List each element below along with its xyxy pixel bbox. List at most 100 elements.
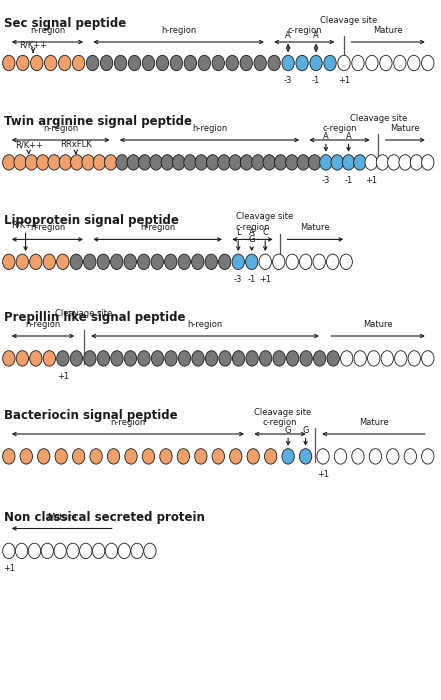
Ellipse shape: [178, 351, 191, 366]
Ellipse shape: [124, 254, 136, 270]
Text: +1: +1: [338, 76, 350, 85]
Ellipse shape: [59, 155, 71, 170]
Text: h-region: h-region: [161, 26, 196, 35]
Ellipse shape: [59, 55, 71, 71]
Ellipse shape: [191, 254, 204, 270]
Ellipse shape: [205, 254, 217, 270]
Text: +1: +1: [365, 176, 377, 185]
Ellipse shape: [314, 351, 326, 366]
Ellipse shape: [15, 543, 28, 559]
Ellipse shape: [150, 155, 162, 170]
Ellipse shape: [273, 254, 285, 270]
Ellipse shape: [71, 155, 83, 170]
Ellipse shape: [142, 449, 155, 464]
Text: n-region: n-region: [30, 26, 65, 35]
Text: A: A: [313, 31, 319, 40]
Text: Mature: Mature: [390, 124, 420, 133]
Ellipse shape: [219, 351, 231, 366]
Text: h-region: h-region: [192, 124, 227, 133]
Text: Cleavage site: Cleavage site: [350, 114, 407, 123]
Ellipse shape: [172, 155, 185, 170]
Ellipse shape: [14, 155, 26, 170]
Text: +1: +1: [259, 275, 271, 284]
Ellipse shape: [57, 351, 69, 366]
Text: Cleavage site: Cleavage site: [320, 16, 377, 25]
Text: c-region: c-region: [322, 124, 357, 133]
Text: Cleavage site: Cleavage site: [55, 309, 112, 318]
Ellipse shape: [93, 155, 105, 170]
Ellipse shape: [274, 155, 287, 170]
Ellipse shape: [387, 449, 399, 464]
Ellipse shape: [229, 155, 242, 170]
Text: Bacteriocin signal peptide: Bacteriocin signal peptide: [4, 410, 178, 423]
Ellipse shape: [138, 351, 150, 366]
Text: Lipoprotein signal peptide: Lipoprotein signal peptide: [4, 214, 179, 227]
Text: G: G: [248, 235, 255, 244]
Ellipse shape: [86, 55, 99, 71]
Ellipse shape: [265, 449, 277, 464]
Ellipse shape: [28, 543, 41, 559]
Ellipse shape: [80, 543, 92, 559]
Ellipse shape: [310, 55, 322, 71]
Ellipse shape: [317, 449, 329, 464]
Ellipse shape: [252, 155, 264, 170]
Ellipse shape: [380, 55, 392, 71]
Ellipse shape: [320, 155, 332, 170]
Ellipse shape: [232, 254, 244, 270]
Ellipse shape: [138, 254, 150, 270]
Ellipse shape: [178, 254, 191, 270]
Ellipse shape: [324, 55, 336, 71]
Ellipse shape: [3, 55, 15, 71]
Ellipse shape: [212, 449, 224, 464]
Text: C: C: [262, 228, 268, 237]
Ellipse shape: [156, 55, 168, 71]
Ellipse shape: [367, 351, 380, 366]
Text: -3: -3: [321, 176, 330, 185]
Ellipse shape: [37, 449, 50, 464]
Text: -1: -1: [344, 176, 353, 185]
Ellipse shape: [105, 543, 118, 559]
Ellipse shape: [131, 543, 143, 559]
Ellipse shape: [170, 55, 183, 71]
Ellipse shape: [394, 55, 406, 71]
Ellipse shape: [340, 254, 352, 270]
Ellipse shape: [300, 351, 312, 366]
Ellipse shape: [354, 351, 366, 366]
Text: -1: -1: [247, 275, 256, 284]
Text: -3: -3: [234, 275, 243, 284]
Text: Cleavage site: Cleavage site: [236, 212, 293, 221]
Ellipse shape: [326, 254, 339, 270]
Ellipse shape: [30, 254, 42, 270]
Ellipse shape: [3, 254, 15, 270]
Text: c-region: c-region: [287, 26, 321, 35]
Ellipse shape: [184, 155, 196, 170]
Ellipse shape: [376, 155, 389, 170]
Ellipse shape: [93, 543, 105, 559]
Ellipse shape: [399, 155, 411, 170]
Ellipse shape: [366, 55, 378, 71]
Text: n-region: n-region: [43, 124, 78, 133]
Ellipse shape: [16, 254, 29, 270]
Text: -3: -3: [284, 76, 292, 85]
Ellipse shape: [84, 351, 96, 366]
Ellipse shape: [246, 351, 258, 366]
Ellipse shape: [72, 449, 85, 464]
Ellipse shape: [192, 351, 204, 366]
Ellipse shape: [212, 55, 224, 71]
Text: -1: -1: [312, 76, 320, 85]
Ellipse shape: [195, 155, 207, 170]
Ellipse shape: [142, 55, 155, 71]
Ellipse shape: [30, 351, 42, 366]
Text: h-region: h-region: [187, 320, 223, 329]
Ellipse shape: [97, 351, 110, 366]
Ellipse shape: [299, 449, 312, 464]
Text: A: A: [346, 132, 351, 141]
Ellipse shape: [55, 449, 67, 464]
Ellipse shape: [340, 351, 353, 366]
Ellipse shape: [331, 155, 344, 170]
Ellipse shape: [25, 155, 37, 170]
Ellipse shape: [111, 254, 123, 270]
Ellipse shape: [218, 155, 230, 170]
Text: h-region: h-region: [140, 223, 175, 232]
Ellipse shape: [37, 155, 49, 170]
